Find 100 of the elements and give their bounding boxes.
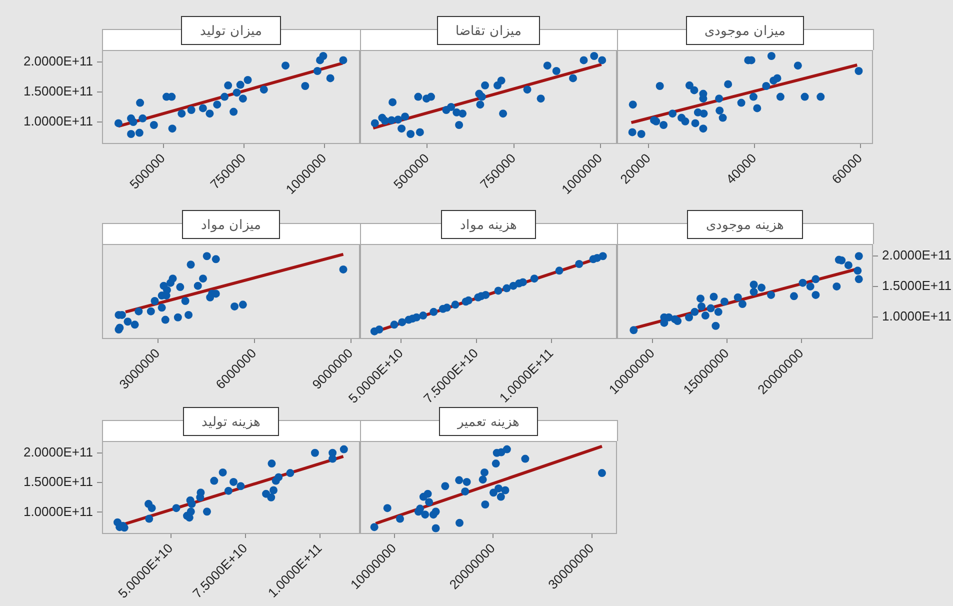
point xyxy=(690,308,699,316)
point xyxy=(712,322,720,330)
point xyxy=(832,282,841,290)
point xyxy=(310,448,319,457)
point xyxy=(168,124,176,133)
point xyxy=(198,104,207,112)
point xyxy=(724,80,732,88)
point xyxy=(494,286,502,295)
point xyxy=(398,318,406,326)
point xyxy=(135,128,144,137)
point xyxy=(130,320,139,329)
point xyxy=(416,128,424,136)
point xyxy=(461,487,470,496)
point xyxy=(714,308,722,316)
point xyxy=(424,490,432,498)
point xyxy=(174,313,182,322)
point xyxy=(715,94,724,103)
point xyxy=(127,130,136,138)
point xyxy=(313,67,322,75)
point xyxy=(476,100,484,109)
point xyxy=(114,119,122,128)
point xyxy=(212,255,220,264)
point xyxy=(176,283,184,292)
point xyxy=(489,488,498,497)
point xyxy=(172,504,180,512)
point xyxy=(224,486,232,495)
point xyxy=(238,94,247,103)
point xyxy=(380,116,389,125)
point xyxy=(383,504,392,512)
point xyxy=(681,117,690,126)
point xyxy=(494,484,503,492)
point xyxy=(480,468,488,476)
point xyxy=(398,124,406,133)
point xyxy=(394,116,402,124)
point xyxy=(668,110,677,118)
point xyxy=(220,92,229,101)
y-tick-label: 1.5000E+11 xyxy=(23,474,93,490)
point xyxy=(660,121,668,129)
point xyxy=(478,92,486,101)
point xyxy=(590,52,598,60)
point xyxy=(181,297,190,306)
point xyxy=(129,118,138,126)
chart-title: هزینه تعمیر xyxy=(438,407,538,436)
point xyxy=(458,110,467,118)
point xyxy=(718,114,727,122)
point xyxy=(230,108,238,116)
point xyxy=(598,252,607,260)
point xyxy=(530,274,538,283)
point xyxy=(286,469,294,478)
point xyxy=(145,514,154,523)
point xyxy=(319,52,328,60)
point xyxy=(432,524,440,532)
point xyxy=(194,282,202,290)
point xyxy=(244,76,252,84)
point xyxy=(442,304,451,312)
point xyxy=(301,82,310,90)
point xyxy=(406,130,415,138)
chart-title: هزینه موجودی xyxy=(687,210,803,239)
point xyxy=(767,52,776,60)
point xyxy=(700,110,708,118)
y2-tick-label: 1.0000E+11 xyxy=(882,308,952,324)
point xyxy=(737,98,746,107)
point xyxy=(698,302,706,310)
point xyxy=(390,320,398,329)
point xyxy=(210,476,218,485)
point xyxy=(124,318,132,326)
point xyxy=(238,300,247,309)
point xyxy=(716,106,724,115)
point xyxy=(339,265,348,274)
point xyxy=(414,92,422,101)
point xyxy=(552,67,560,75)
point xyxy=(776,92,784,101)
point xyxy=(136,98,144,107)
point xyxy=(150,121,158,129)
point xyxy=(762,82,770,90)
point xyxy=(230,478,238,486)
point xyxy=(425,498,434,506)
point xyxy=(430,308,438,316)
point xyxy=(478,476,487,484)
point xyxy=(580,56,588,64)
point xyxy=(674,317,682,326)
point xyxy=(685,313,694,322)
point xyxy=(202,508,211,516)
point xyxy=(326,74,334,82)
point xyxy=(202,252,211,260)
point xyxy=(224,81,232,90)
point xyxy=(656,82,664,90)
chart-title: هزینه مواد xyxy=(441,210,536,239)
point xyxy=(543,62,552,70)
point xyxy=(236,80,244,89)
point xyxy=(388,98,397,106)
point xyxy=(396,514,404,523)
point xyxy=(328,454,337,463)
point xyxy=(630,326,638,334)
point xyxy=(455,121,464,129)
point xyxy=(496,492,505,501)
point xyxy=(232,88,241,97)
point xyxy=(260,86,268,94)
point xyxy=(699,124,708,133)
point xyxy=(267,493,276,502)
